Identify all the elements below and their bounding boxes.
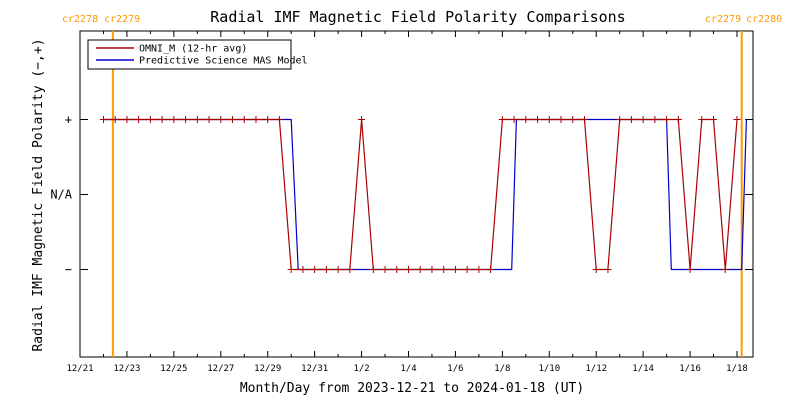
x-tick-label: 1/6: [447, 364, 463, 374]
x-tick-label: 1/14: [632, 364, 654, 374]
y-tick-label: −: [65, 263, 72, 277]
x-tick-label: 1/4: [400, 364, 416, 374]
x-tick-label: 12/21: [66, 364, 93, 374]
carrington-label: cr2280: [746, 14, 782, 25]
x-tick-label: 1/10: [538, 364, 560, 374]
plot-frame: [79, 30, 754, 358]
x-tick-label: 1/16: [679, 364, 701, 374]
legend-label-1: Predictive Science MAS Model: [139, 56, 308, 67]
carrington-label: cr2279: [705, 14, 741, 25]
carrington-label: cr2278: [62, 14, 98, 25]
series-lines: [99, 116, 747, 273]
x-tick-label: 12/27: [207, 364, 234, 374]
y-axis-label: Radial IMF Magnetic Field Polarity (−,+): [31, 38, 46, 351]
legend: OMNI_M (12-hr avg)Predictive Science MAS…: [87, 39, 308, 70]
legend-label-0: OMNI_M (12-hr avg): [139, 44, 247, 55]
carrington-markers: cr2278 cr2279 cr2279 cr2280: [62, 14, 782, 357]
chart-title: Radial IMF Magnetic Field Polarity Compa…: [210, 8, 625, 26]
series-line-1: [103, 118, 747, 271]
y-tick-label: N/A: [50, 188, 72, 202]
legend-box: [87, 39, 292, 70]
carrington-label: cr2279: [104, 14, 140, 25]
series-line-0: [103, 118, 738, 271]
x-tick-label: 1/18: [726, 364, 748, 374]
x-tick-label: 1/8: [494, 364, 510, 374]
x-axis-ticks: 12/21 12/23 12/25 12/27 12/29 12/31 1/2 1/4 1/6 1…: [66, 31, 748, 374]
x-tick-label: 12/25: [160, 364, 187, 374]
y-tick-label: +: [65, 113, 72, 127]
x-tick-label: 1/12: [585, 364, 607, 374]
x-tick-label: 12/31: [301, 364, 328, 374]
x-tick-label: 12/29: [254, 364, 281, 374]
y-axis-ticks: + N/A −: [50, 113, 753, 277]
x-tick-label: 12/23: [113, 364, 140, 374]
x-tick-label: 1/2: [353, 364, 369, 374]
x-axis-label: Month/Day from 2023-12-21 to 2024-01-18 …: [240, 381, 584, 396]
